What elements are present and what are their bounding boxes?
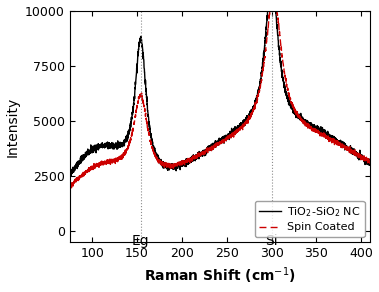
Spin Coated xyxy=(67,187,72,190)
TiO$_2$-SiO$_2$ NC xyxy=(102,145,106,148)
Spin Coated xyxy=(368,161,373,165)
TiO$_2$-SiO$_2$ NC xyxy=(120,141,124,145)
X-axis label: Raman Shift (cm$^{-1}$): Raman Shift (cm$^{-1}$) xyxy=(144,266,296,286)
Text: Eg: Eg xyxy=(132,234,149,248)
TiO$_2$-SiO$_2$ NC xyxy=(196,154,200,158)
TiO$_2$-SiO$_2$ NC xyxy=(266,4,270,8)
Line: TiO$_2$-SiO$_2$ NC: TiO$_2$-SiO$_2$ NC xyxy=(70,6,370,175)
Line: Spin Coated: Spin Coated xyxy=(70,6,370,188)
TiO$_2$-SiO$_2$ NC xyxy=(69,174,74,177)
TiO$_2$-SiO$_2$ NC xyxy=(183,165,188,168)
Spin Coated xyxy=(120,154,124,158)
Text: Si: Si xyxy=(265,234,278,248)
Spin Coated xyxy=(330,138,334,142)
Spin Coated xyxy=(362,156,367,159)
Spin Coated xyxy=(183,160,187,164)
Y-axis label: Intensity: Intensity xyxy=(6,96,20,157)
TiO$_2$-SiO$_2$ NC xyxy=(362,157,367,160)
Spin Coated xyxy=(102,162,106,166)
Spin Coated xyxy=(268,4,273,8)
Spin Coated xyxy=(196,151,200,155)
TiO$_2$-SiO$_2$ NC xyxy=(330,134,335,138)
TiO$_2$-SiO$_2$ NC xyxy=(67,172,72,175)
TiO$_2$-SiO$_2$ NC xyxy=(368,162,373,166)
Legend: TiO$_2$-SiO$_2$ NC, Spin Coated: TiO$_2$-SiO$_2$ NC, Spin Coated xyxy=(255,201,365,237)
